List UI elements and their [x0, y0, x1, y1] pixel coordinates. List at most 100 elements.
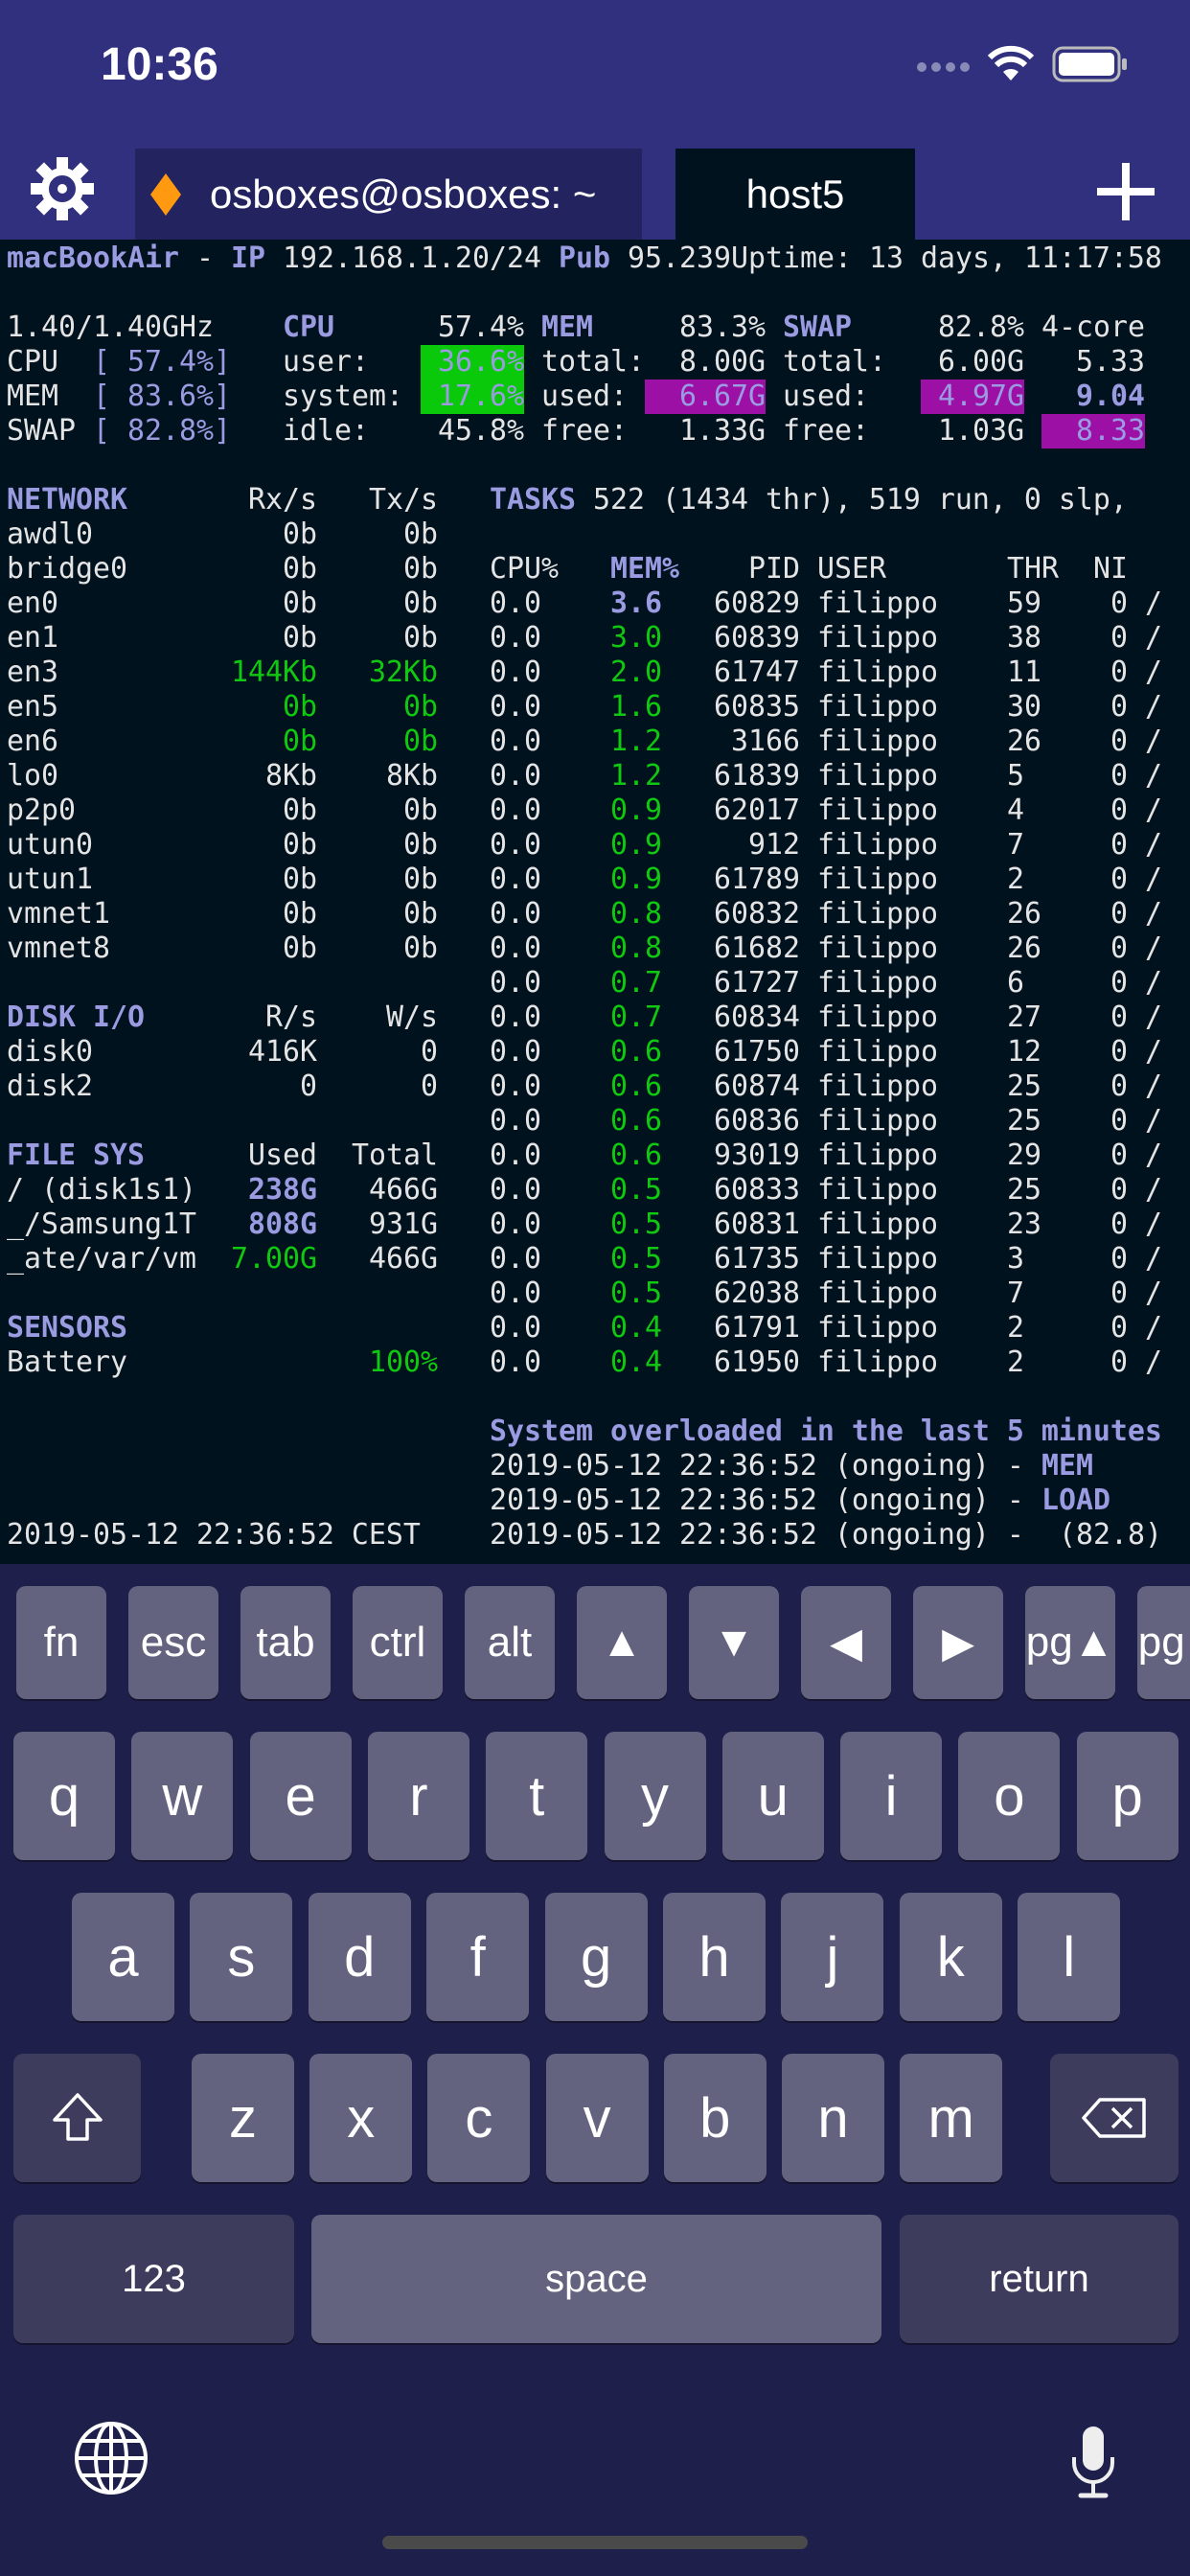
key-l[interactable]: l: [1018, 1893, 1121, 2021]
key-r[interactable]: r: [367, 1732, 469, 1860]
process-nice: 0: [1110, 862, 1128, 896]
key-label: x: [347, 2086, 376, 2150]
extra-key-9[interactable]: pg▲: [1025, 1586, 1115, 1699]
extra-key-0[interactable]: fn: [16, 1586, 106, 1699]
key-m[interactable]: m: [900, 2054, 1003, 2182]
public-ip: 95.239: [628, 242, 731, 275]
process-user: filippo: [817, 759, 938, 793]
process-cpu: 0.0: [490, 1208, 541, 1241]
key-o[interactable]: o: [958, 1732, 1061, 1860]
return-key[interactable]: return: [900, 2215, 1179, 2343]
key-w[interactable]: w: [131, 1732, 234, 1860]
key-x[interactable]: x: [309, 2054, 413, 2182]
key-i[interactable]: i: [840, 1732, 943, 1860]
key-d[interactable]: d: [308, 1893, 411, 2021]
microphone-icon[interactable]: [1069, 2425, 1117, 2501]
interface-tx: 8Kb: [386, 759, 438, 793]
process-mem: 0.8: [610, 897, 662, 931]
key-e[interactable]: e: [249, 1732, 352, 1860]
interface-rx: 144Kb: [231, 656, 317, 689]
interface-rx: 0b: [283, 586, 317, 620]
quicklook-bracket: [: [93, 414, 110, 448]
extra-key-10[interactable]: pg▼: [1137, 1586, 1190, 1699]
swap-total: 82.8%: [938, 310, 1024, 344]
process-command: /: [1145, 1104, 1162, 1138]
process-pid: 60836: [714, 1104, 800, 1138]
key-c[interactable]: c: [427, 2054, 531, 2182]
numbers-key[interactable]: 123: [13, 2215, 294, 2343]
key-u[interactable]: u: [721, 1732, 824, 1860]
key-label: f: [469, 1925, 486, 1989]
disk-write-header: W/s: [386, 1000, 438, 1034]
key-label: ▶: [942, 1619, 974, 1667]
tab-host5[interactable]: host5: [675, 149, 915, 240]
cpu-title: CPU: [283, 310, 334, 344]
process-threads: 26: [1007, 932, 1041, 965]
key-p[interactable]: p: [1076, 1732, 1179, 1860]
disk-read-header: R/s: [265, 1000, 317, 1034]
key-z[interactable]: z: [192, 2054, 294, 2182]
extra-key-3[interactable]: ctrl: [353, 1586, 443, 1699]
interface-tx: 0b: [403, 828, 438, 862]
key-q[interactable]: q: [13, 1732, 115, 1860]
process-user: filippo: [817, 1311, 938, 1345]
key-y[interactable]: y: [604, 1732, 706, 1860]
key-label: v: [583, 2086, 611, 2150]
interface-rx: 0b: [283, 932, 317, 965]
process-threads: 23: [1007, 1208, 1041, 1241]
space-key[interactable]: space: [311, 2215, 881, 2343]
gear-icon[interactable]: [29, 155, 96, 222]
backspace-key[interactable]: [1050, 2054, 1179, 2182]
process-pid: 60874: [714, 1070, 800, 1103]
process-user: filippo: [817, 1000, 938, 1034]
extra-key-4[interactable]: alt: [465, 1586, 555, 1699]
cpu-stat-label: user:: [283, 345, 369, 379]
key-b[interactable]: b: [663, 2054, 767, 2182]
process-nice: 0: [1110, 621, 1128, 655]
process-command: /: [1145, 794, 1162, 827]
key-f[interactable]: f: [426, 1893, 530, 2021]
extra-key-7[interactable]: ◀: [801, 1586, 891, 1699]
key-n[interactable]: n: [782, 2054, 884, 2182]
process-mem: 0.9: [610, 794, 662, 827]
key-k[interactable]: k: [899, 1893, 1002, 2021]
process-command: /: [1145, 1173, 1162, 1207]
quicklook-bracket: ]: [214, 380, 231, 413]
col-mem: MEM%: [610, 552, 679, 586]
swap-stat-value: 6.00G: [938, 345, 1024, 379]
key-a[interactable]: a: [72, 1893, 174, 2021]
plus-icon[interactable]: [1097, 163, 1155, 220]
process-command: /: [1145, 759, 1162, 793]
terminal[interactable]: macBookAir - IP 192.168.1.20/24 Pub 95.239 U…: [0, 242, 1190, 1562]
extra-key-8[interactable]: ▶: [913, 1586, 1003, 1699]
alert-time: 2019-05-12 22:36:52 (ongoing) -: [490, 1449, 1041, 1483]
key-j[interactable]: j: [781, 1893, 884, 2021]
key-label: i: [884, 1764, 898, 1828]
interface-tx: 0b: [403, 518, 438, 551]
quicklook-value: 57.4%: [127, 345, 214, 379]
globe-icon[interactable]: [73, 2420, 149, 2496]
extra-key-5[interactable]: ▲: [577, 1586, 667, 1699]
shift-key[interactable]: [13, 2054, 141, 2182]
key-s[interactable]: s: [190, 1893, 293, 2021]
tab-osboxes[interactable]: osboxes@osboxes: ~: [135, 149, 642, 240]
alert-time: 2019-05-12 22:36:52 (ongoing) -: [490, 1484, 1041, 1517]
process-pid: 60833: [714, 1173, 800, 1207]
disk-write: 0: [421, 1035, 438, 1069]
quicklook-label: MEM: [7, 380, 58, 413]
extra-key-2[interactable]: tab: [240, 1586, 331, 1699]
key-v[interactable]: v: [545, 2054, 649, 2182]
key-g[interactable]: g: [544, 1893, 648, 2021]
process-threads: 26: [1007, 897, 1041, 931]
extra-key-1[interactable]: esc: [128, 1586, 218, 1699]
disk-name: disk0: [7, 1035, 93, 1069]
col-pid: PID: [748, 552, 800, 586]
process-command: /: [1145, 1138, 1162, 1172]
key-label: pg▼: [1137, 1619, 1190, 1666]
key-h[interactable]: h: [663, 1893, 766, 2021]
process-mem: 0.4: [610, 1311, 662, 1345]
extra-key-6[interactable]: ▼: [689, 1586, 779, 1699]
process-mem: 3.6: [610, 586, 662, 620]
key-t[interactable]: t: [486, 1732, 588, 1860]
process-user: filippo: [817, 1276, 938, 1310]
